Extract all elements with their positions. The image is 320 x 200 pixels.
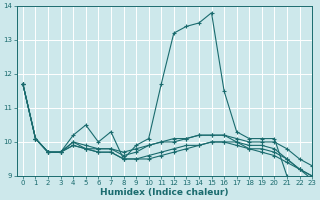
X-axis label: Humidex (Indice chaleur): Humidex (Indice chaleur)	[100, 188, 228, 197]
